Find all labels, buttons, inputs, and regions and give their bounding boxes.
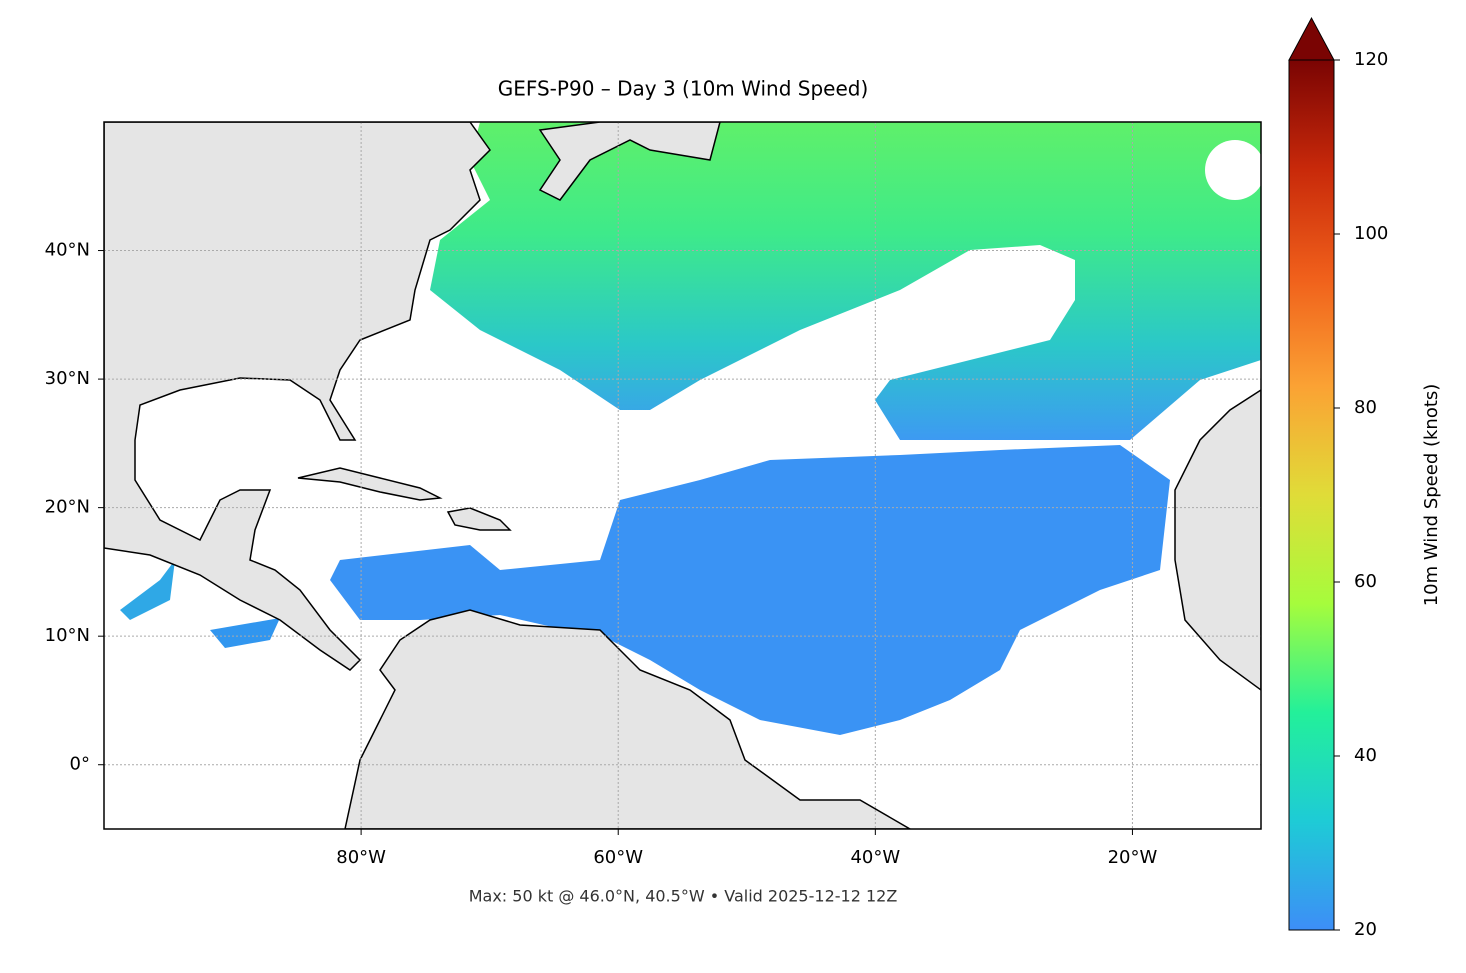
colorbar-extend bbox=[1288, 16, 1335, 61]
graticule bbox=[104, 122, 1261, 829]
calm-patch bbox=[1205, 140, 1261, 200]
colorbar-tick-label: 60 bbox=[1354, 571, 1377, 592]
wind-field-pacific bbox=[210, 618, 280, 648]
colorbar-tick-label: 120 bbox=[1354, 49, 1388, 70]
land-south-america bbox=[344, 609, 912, 829]
colorbar bbox=[1288, 59, 1335, 931]
title: GEFS-P90 – Day 3 (10m Wind Speed) bbox=[498, 77, 869, 101]
colorbar-label: 10m Wind Speed (knots) bbox=[1421, 384, 1442, 607]
y-tick-label: 10°N bbox=[45, 625, 90, 646]
x-tick-label: 60°W bbox=[593, 847, 643, 868]
colorbar-tick-label: 100 bbox=[1354, 223, 1388, 244]
y-tick-label: 30°N bbox=[45, 368, 90, 389]
colorbar-tick-label: 40 bbox=[1354, 745, 1377, 766]
colorbar-tick-label: 80 bbox=[1354, 397, 1377, 418]
x-tick-label: 20°W bbox=[1108, 847, 1158, 868]
land-canada bbox=[538, 122, 721, 201]
footer: Max: 50 kt @ 46.0°N, 40.5°W • Valid 2025… bbox=[469, 887, 898, 906]
map-frame bbox=[103, 121, 1262, 830]
y-tick-label: 20°N bbox=[45, 497, 90, 518]
colorbar-tick-label: 20 bbox=[1354, 919, 1377, 940]
land-cuba bbox=[297, 467, 443, 501]
wind-field-pacific bbox=[120, 560, 175, 620]
land-north-america bbox=[104, 122, 491, 671]
y-tick-label: 0° bbox=[70, 754, 90, 775]
x-tick-label: 80°W bbox=[336, 847, 386, 868]
map bbox=[104, 122, 1261, 829]
wind-field-south bbox=[330, 445, 1170, 735]
y-tick-label: 40°N bbox=[45, 240, 90, 261]
x-tick-label: 40°W bbox=[850, 847, 900, 868]
land-africa bbox=[1174, 389, 1261, 691]
wind-field-north bbox=[430, 122, 1261, 440]
